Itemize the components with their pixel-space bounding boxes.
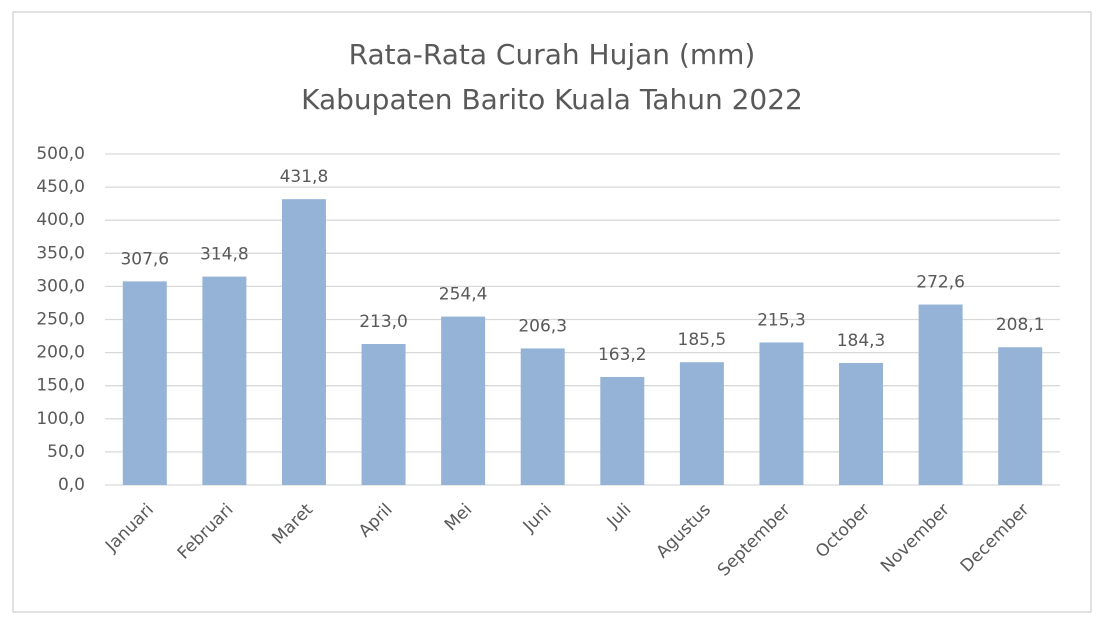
value-label: 431,8	[280, 167, 329, 187]
bar	[520, 348, 565, 485]
value-label: 213,0	[359, 312, 408, 332]
bar	[998, 347, 1043, 485]
bar	[361, 343, 406, 485]
value-label: 208,1	[996, 315, 1045, 335]
bar	[281, 199, 326, 485]
value-label: 206,3	[518, 316, 567, 336]
y-tick-label: 450,0	[36, 177, 85, 197]
value-label: 215,3	[757, 310, 806, 330]
value-label: 163,2	[598, 345, 647, 365]
bar	[202, 276, 247, 485]
y-tick-label: 100,0	[36, 409, 85, 429]
bar	[441, 316, 486, 485]
y-tick-label: 200,0	[36, 343, 85, 363]
bar	[122, 281, 167, 485]
value-label: 307,6	[120, 249, 169, 269]
bar	[759, 342, 804, 485]
value-label: 314,8	[200, 245, 249, 265]
y-tick-label: 400,0	[36, 210, 85, 230]
y-tick-label: 50,0	[47, 442, 85, 462]
chart-frame	[12, 11, 1092, 613]
y-tick-label: 150,0	[36, 376, 85, 396]
chart-title: Rata-Rata Curah Hujan (mm)	[349, 38, 756, 71]
y-tick-label: 0,0	[58, 475, 85, 495]
y-tick-label: 250,0	[36, 310, 85, 330]
y-tick-label: 350,0	[36, 243, 85, 263]
bar	[839, 362, 884, 485]
bar	[918, 304, 963, 485]
bar	[679, 362, 724, 485]
y-tick-label: 500,0	[36, 144, 85, 164]
value-label: 272,6	[916, 273, 965, 293]
y-tick-label: 300,0	[36, 276, 85, 296]
value-label: 185,5	[678, 330, 727, 350]
chart-subtitle: Kabupaten Barito Kuala Tahun 2022	[301, 83, 803, 116]
value-label: 254,4	[439, 285, 488, 305]
value-label: 184,3	[837, 331, 886, 351]
bar	[600, 376, 645, 485]
